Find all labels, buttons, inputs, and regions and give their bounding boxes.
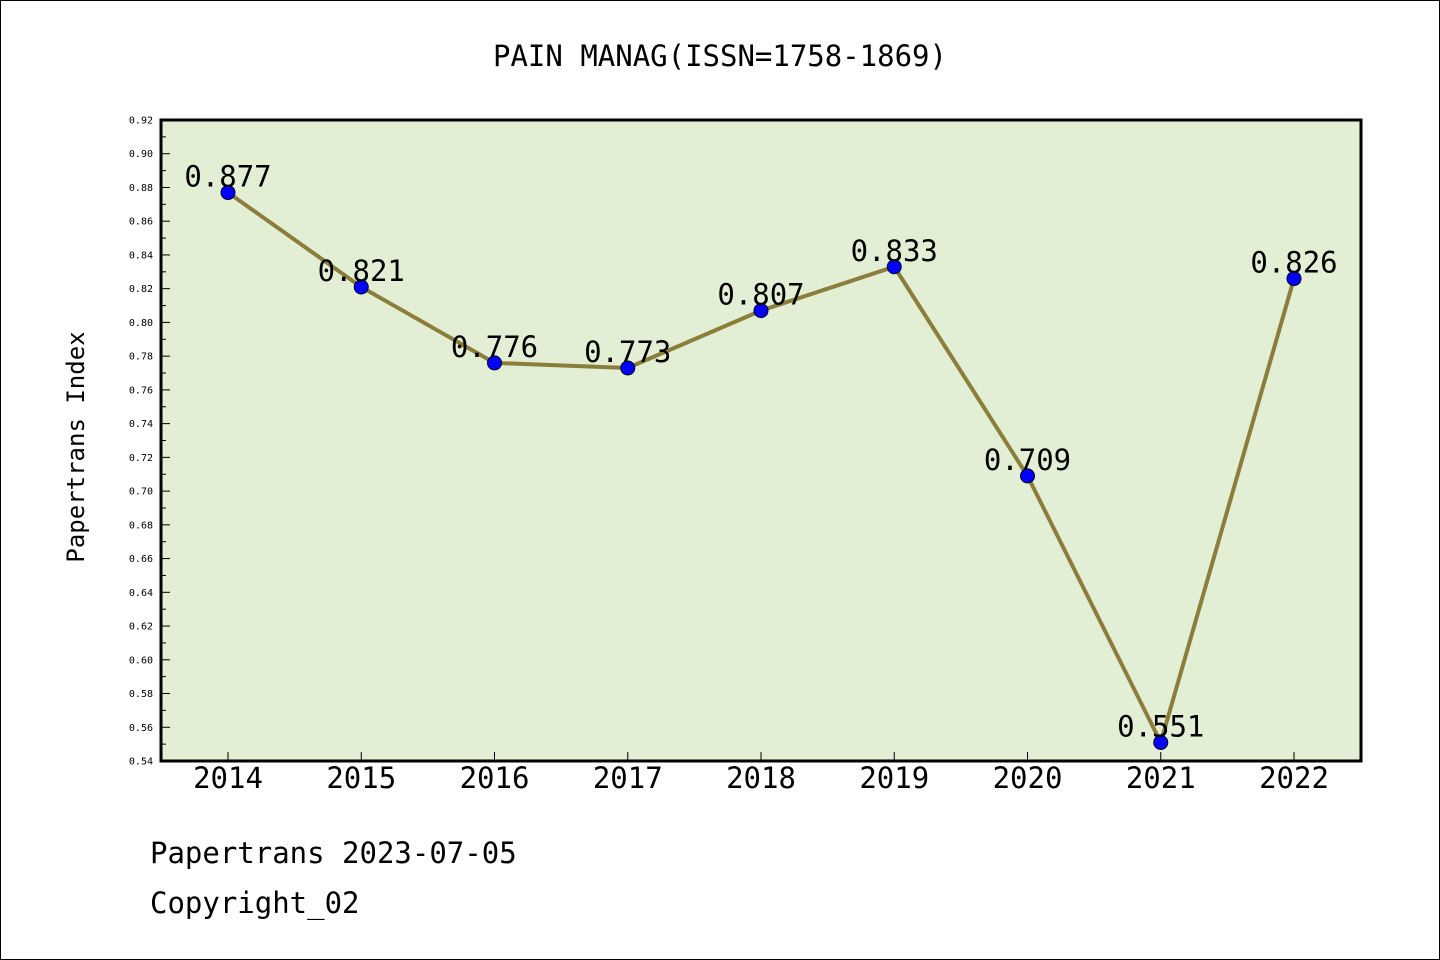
x-tick-label: 2014: [193, 761, 263, 795]
data-point: [1020, 468, 1035, 484]
y-tick-label: 0.82: [129, 284, 153, 295]
y-tick-label: 0.76: [129, 385, 153, 396]
data-point: [753, 303, 769, 319]
data-label: 0.807: [717, 278, 804, 312]
data-label: 0.709: [984, 443, 1071, 477]
data-point: [620, 360, 636, 376]
x-tick-label: 2016: [460, 761, 530, 795]
y-tick-label: 0.54: [129, 757, 153, 768]
y-tick-label: 0.68: [129, 520, 153, 531]
y-axis-label: Papertrans Index: [62, 331, 90, 562]
data-point: [1153, 734, 1169, 750]
data-label: 0.877: [184, 160, 271, 194]
y-tick-label: 0.66: [129, 554, 153, 565]
y-axis: 0.54 0.56 0.58 0.60 0.62 0.64 0.66 0.68 0.70 0.72…: [129, 116, 170, 768]
x-tick-label: 2018: [726, 761, 796, 795]
data-point: [886, 259, 902, 275]
data-label: 0.551: [1117, 709, 1204, 743]
x-axis: 2014 2015 2016 2017 2018 2019 2020 2021 2022: [193, 752, 1329, 795]
plot-area: [159, 118, 1363, 763]
y-tick-label: 0.90: [129, 149, 153, 160]
x-tick-label: 2022: [1259, 761, 1329, 795]
chart-title: PAIN MANAG(ISSN=1758-1869): [493, 39, 947, 73]
data-point: [353, 279, 369, 295]
data-point: [1286, 271, 1302, 287]
data-label: 0.776: [451, 330, 538, 364]
x-tick-label: 2015: [326, 761, 396, 795]
x-tick-label: 2017: [593, 761, 663, 795]
x-tick-label: 2019: [859, 761, 929, 795]
y-tick-label: 0.86: [129, 217, 153, 228]
data-label-group: 0.877 0.821 0.776 0.773 0.807 0.833 0.709 0.551…: [184, 160, 1337, 744]
y-tick-label: 0.72: [129, 453, 153, 464]
data-label: 0.826: [1250, 246, 1337, 280]
x-tick-label: 2021: [1126, 761, 1196, 795]
y-tick-label: 0.64: [129, 588, 153, 599]
y-tick-label: 0.74: [129, 419, 153, 430]
y-tick-label: 0.62: [129, 622, 153, 633]
y-tick-label: 0.92: [129, 116, 153, 127]
y-tick-label: 0.88: [129, 183, 153, 194]
series-line-group: [220, 185, 1302, 750]
y-tick-label: 0.56: [129, 723, 153, 734]
y-tick-label: 0.60: [129, 655, 153, 666]
y-tick-label: 0.84: [129, 250, 153, 261]
y-tick-label: 0.78: [129, 352, 153, 363]
y-tick-label: 0.70: [129, 487, 153, 498]
y-tick-label: 0.58: [129, 689, 153, 700]
data-point: [487, 355, 502, 371]
data-label: 0.821: [318, 254, 405, 288]
y-tick-label: 0.80: [129, 318, 153, 329]
footer-date-line: Papertrans 2023-07-05: [150, 836, 517, 870]
data-label: 0.833: [851, 234, 938, 268]
data-label: 0.773: [584, 335, 671, 369]
data-point: [220, 185, 236, 201]
x-tick-label: 2020: [993, 761, 1063, 795]
footer-copyright: Copyright_02: [150, 886, 360, 920]
